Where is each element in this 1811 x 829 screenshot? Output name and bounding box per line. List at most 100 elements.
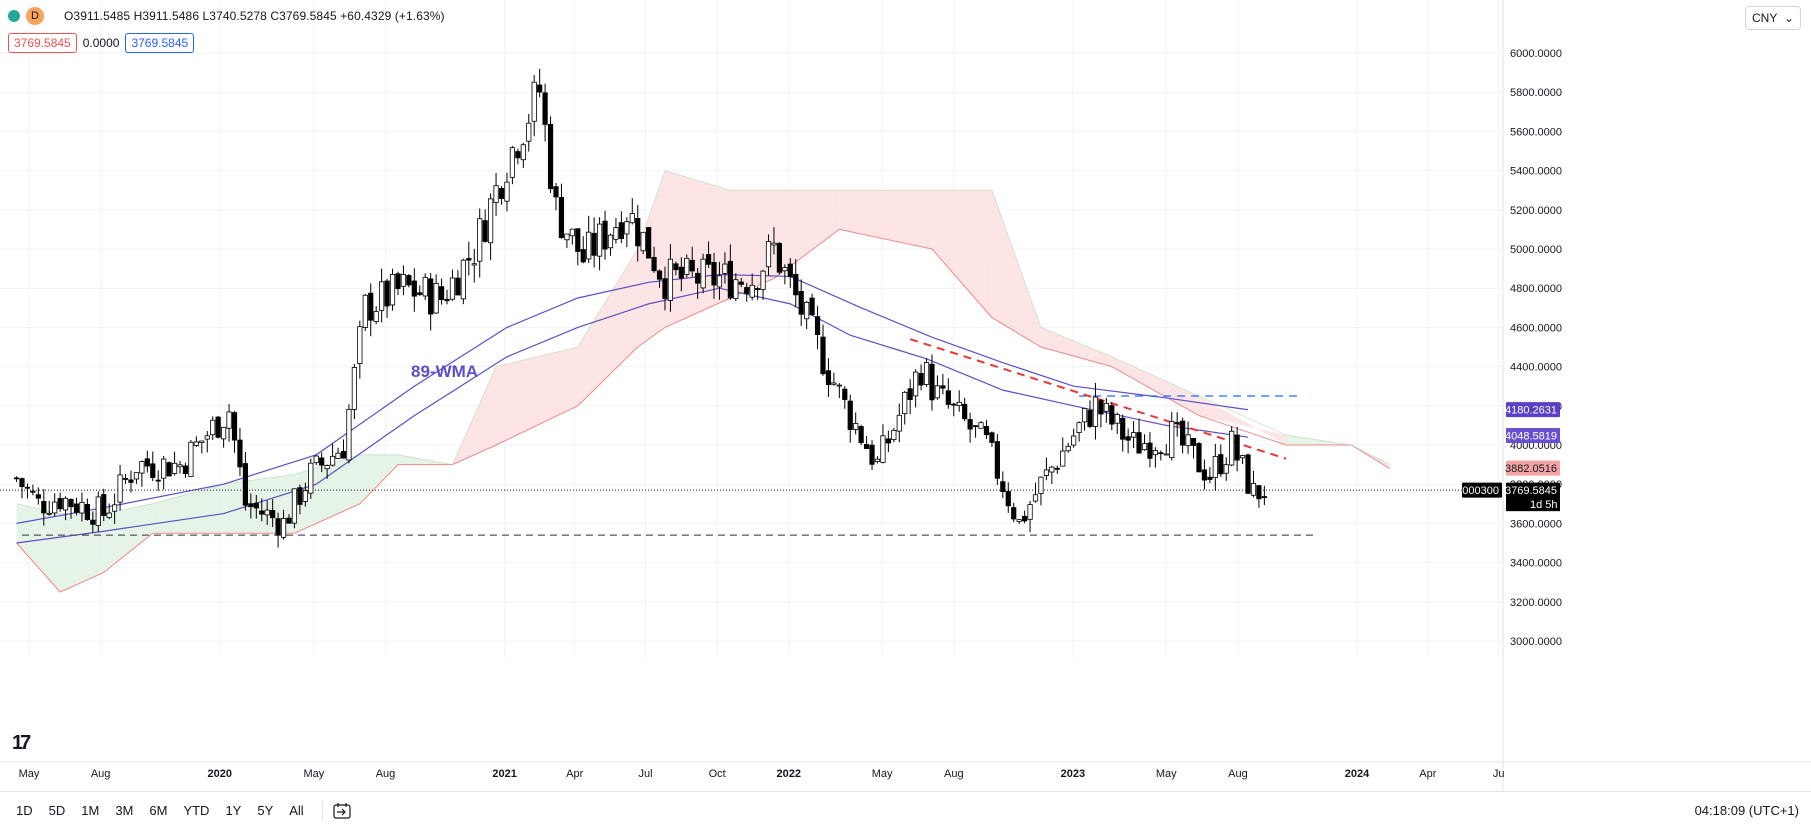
x-tick-label: 2022 bbox=[777, 768, 801, 780]
candle-body bbox=[586, 231, 592, 260]
candle-body bbox=[602, 220, 608, 250]
candle-body bbox=[923, 362, 930, 385]
candle-body bbox=[438, 286, 445, 300]
candle-body bbox=[1229, 430, 1235, 466]
candle-body bbox=[733, 279, 739, 299]
range-button-1y[interactable]: 1Y bbox=[225, 803, 242, 818]
candle-body bbox=[749, 284, 755, 298]
candle-body bbox=[504, 181, 510, 202]
candle-body bbox=[1239, 455, 1246, 459]
range-button-3m[interactable]: 3M bbox=[115, 803, 134, 818]
candle bbox=[1043, 457, 1050, 481]
candle-body bbox=[199, 440, 205, 444]
candle-body bbox=[161, 458, 167, 479]
candle-body bbox=[319, 457, 325, 466]
cloud-value-label: 3882.0516 bbox=[1505, 460, 1560, 476]
candle-body bbox=[226, 411, 232, 429]
candle bbox=[1201, 459, 1208, 490]
range-button-ytd[interactable]: YTD bbox=[183, 803, 210, 818]
candle bbox=[814, 306, 821, 350]
cloud-segment bbox=[1111, 356, 1199, 416]
clock-display[interactable]: 04:18:09 (UTC+1) bbox=[1694, 803, 1799, 818]
candle-body bbox=[1136, 432, 1142, 454]
candlestick-series bbox=[13, 69, 1267, 548]
candle bbox=[836, 383, 842, 399]
candle bbox=[651, 246, 657, 273]
candle bbox=[417, 285, 423, 296]
candle-body bbox=[259, 510, 265, 515]
candle bbox=[537, 69, 543, 98]
candle bbox=[956, 390, 962, 412]
candle-body bbox=[231, 412, 238, 441]
currency-label: CNY bbox=[1752, 11, 1778, 25]
candle-body bbox=[237, 439, 243, 468]
candle-body bbox=[1087, 410, 1093, 427]
candle bbox=[73, 497, 80, 516]
candle-body bbox=[526, 122, 532, 142]
candle bbox=[166, 461, 172, 477]
price-chart[interactable]: 89-WMA 6000.0000 5800.0000 5600.0000 5400.0… bbox=[0, 0, 1811, 791]
candle bbox=[782, 264, 788, 285]
range-button-1d[interactable]: 1D bbox=[16, 803, 33, 818]
buy-price-button[interactable]: 3769.5845 bbox=[125, 33, 195, 53]
candle bbox=[1239, 454, 1246, 465]
range-button-all[interactable]: All bbox=[289, 803, 304, 818]
range-button-5d[interactable]: 5D bbox=[48, 803, 66, 818]
x-tick-label: 2020 bbox=[207, 768, 231, 780]
candle bbox=[700, 253, 706, 294]
candle-body bbox=[335, 452, 341, 459]
candle bbox=[1190, 438, 1197, 459]
candle-body bbox=[498, 188, 505, 199]
candle bbox=[656, 269, 663, 288]
candle bbox=[547, 116, 554, 193]
candle bbox=[1196, 442, 1202, 473]
tradingview-logo[interactable]: 17 bbox=[12, 732, 31, 754]
candle bbox=[1185, 421, 1191, 454]
candle-body bbox=[1032, 494, 1039, 502]
x-tick-label: Aug bbox=[91, 768, 111, 780]
candle-body bbox=[607, 234, 614, 249]
candle bbox=[934, 375, 941, 400]
range-button-6m[interactable]: 6M bbox=[149, 803, 168, 818]
range-button-1m[interactable]: 1M bbox=[81, 803, 100, 818]
candle bbox=[509, 145, 516, 185]
range-button-5y[interactable]: 5Y bbox=[257, 803, 274, 818]
candle bbox=[231, 410, 238, 453]
interval-badge[interactable]: D bbox=[26, 7, 44, 25]
candle-body bbox=[640, 231, 646, 252]
candle-body bbox=[831, 382, 837, 385]
candle-body bbox=[1065, 445, 1071, 452]
ohlc-values: O3911.5485 H3911.5486 L3740.5278 C3769.5… bbox=[64, 9, 445, 23]
candle-body bbox=[177, 464, 183, 468]
sell-price-button[interactable]: 3769.5845 bbox=[8, 33, 77, 53]
candle-body bbox=[569, 228, 575, 237]
candle-body bbox=[896, 414, 902, 432]
candle bbox=[1005, 482, 1011, 513]
candle-body bbox=[940, 385, 946, 389]
wma-89-value-label-text: 4048.5819 bbox=[1505, 430, 1557, 442]
go-to-date-icon[interactable] bbox=[333, 802, 351, 819]
candle bbox=[716, 261, 723, 300]
candle-body bbox=[678, 266, 684, 279]
candle-body bbox=[863, 443, 870, 449]
candle bbox=[558, 183, 565, 239]
candle-body bbox=[858, 426, 864, 443]
candle bbox=[646, 227, 652, 259]
currency-select[interactable]: CNY ⌄ bbox=[1745, 6, 1801, 30]
candle bbox=[951, 402, 957, 417]
candle bbox=[607, 233, 614, 256]
candle-body bbox=[869, 444, 875, 465]
candle bbox=[1223, 457, 1229, 481]
candle-body bbox=[1038, 476, 1044, 494]
candle-body bbox=[24, 486, 31, 489]
candle bbox=[640, 231, 646, 255]
candle-body bbox=[1054, 467, 1060, 470]
candle bbox=[286, 514, 292, 524]
candle bbox=[575, 228, 581, 266]
candle-body bbox=[902, 391, 908, 415]
candle bbox=[635, 204, 641, 262]
candle bbox=[1109, 402, 1115, 431]
candle bbox=[972, 425, 979, 438]
candle bbox=[1152, 447, 1158, 468]
candle-body bbox=[455, 277, 461, 296]
